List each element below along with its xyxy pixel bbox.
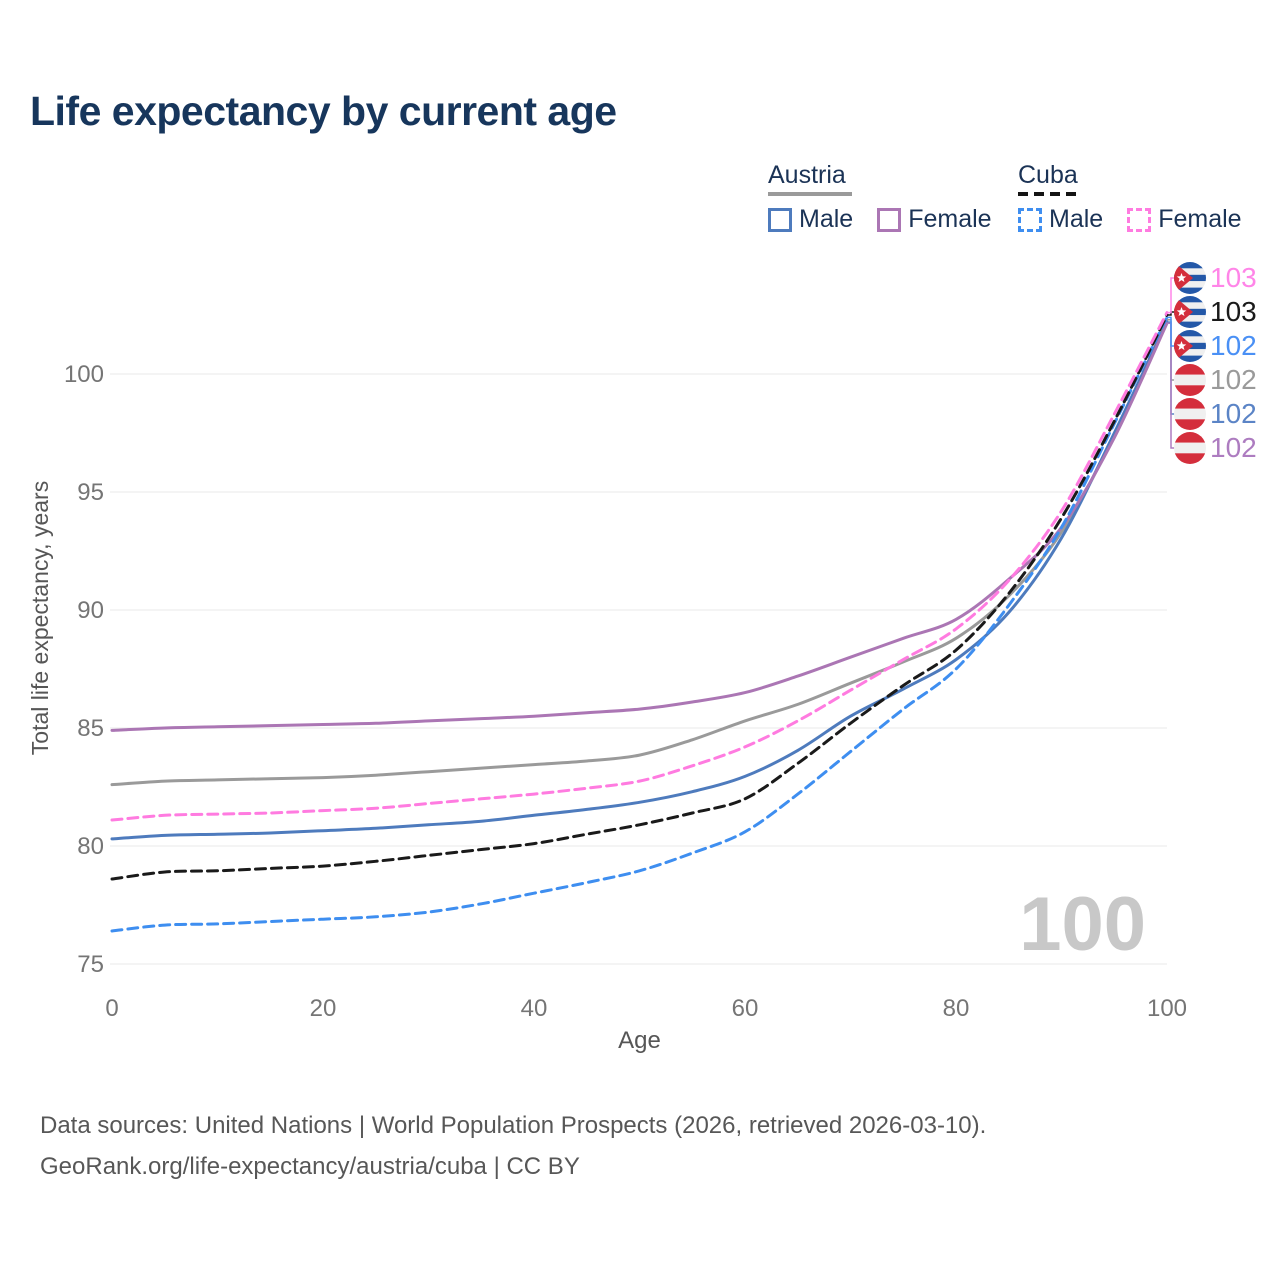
legend-label-cuba-female: Female <box>1158 205 1242 233</box>
y-tick-label-75: 75 <box>77 951 104 978</box>
end-label-austria-male: 102 <box>1210 398 1257 429</box>
end-label-austria-total: 102 <box>1210 364 1257 395</box>
series-line-cuba-total[interactable] <box>110 313 1169 881</box>
legend-label-austria-male: Male <box>799 205 854 233</box>
series-line-austria-male[interactable] <box>110 320 1169 841</box>
series-line-austria-total[interactable] <box>110 318 1169 787</box>
cuba-flag-icon <box>1174 330 1206 362</box>
x-tick-label-40: 40 <box>521 995 548 1022</box>
x-tick-label-60: 60 <box>732 995 759 1022</box>
austria-female-swatch-icon <box>877 207 902 232</box>
y-tick-label-85: 85 <box>77 715 104 742</box>
end-label-connector-cuba-female <box>1167 277 1175 314</box>
cuba-female-swatch-icon <box>1127 207 1152 232</box>
x-tick-label-100: 100 <box>1147 995 1187 1022</box>
legend-group-austria: Austria Male Female <box>768 163 992 234</box>
legend-label-austria-female: Female <box>908 205 992 233</box>
end-label-connector-cuba-total <box>1167 311 1175 316</box>
x-axis-title: Age <box>618 1027 661 1054</box>
series-line-cuba-female[interactable] <box>110 311 1169 822</box>
series-line-austria-female[interactable] <box>110 321 1169 732</box>
cuba-male-swatch-icon <box>1018 207 1042 232</box>
x-tick-label-80: 80 <box>943 995 970 1022</box>
legend-item-cuba-female[interactable]: Female <box>1127 205 1242 234</box>
austria-flag-icon <box>1174 432 1206 464</box>
end-label-connector-cuba-male <box>1167 316 1175 347</box>
cuba-flag-icon <box>1174 296 1206 328</box>
footer-url: GeoRank.org/life-expectancy/austria/cuba… <box>40 1153 580 1180</box>
end-label-connector-austria-female <box>1167 322 1175 449</box>
x-tick-label-0: 0 <box>105 995 118 1022</box>
legend-group-cuba: Cuba Male Female <box>1018 163 1242 234</box>
x-tick-label-20: 20 <box>310 995 337 1022</box>
end-label-austria-female: 102 <box>1210 432 1257 463</box>
cuba-flag-icon <box>1174 262 1206 294</box>
y-tick-label-100: 100 <box>64 361 104 388</box>
legend-country-austria[interactable]: Austria <box>768 161 846 189</box>
page-title: Life expectancy by current age <box>30 88 617 134</box>
end-label-cuba-male: 102 <box>1210 330 1257 361</box>
legend-item-austria-male[interactable]: Male <box>768 205 853 234</box>
footer: Data sources: United Nations | World Pop… <box>40 1105 986 1187</box>
austria-flag-icon <box>1174 364 1206 396</box>
cuba-line-style-swatch <box>1018 192 1082 196</box>
austria-line-style-swatch <box>768 192 852 196</box>
end-label-cuba-female: 103 <box>1210 262 1257 293</box>
austria-male-swatch-icon <box>768 207 792 232</box>
y-tick-label-80: 80 <box>77 833 104 860</box>
legend-label-cuba-male: Male <box>1049 205 1104 233</box>
end-label-cuba-total: 103 <box>1210 296 1257 327</box>
legend-country-cuba[interactable]: Cuba <box>1018 161 1078 189</box>
y-axis-title: Total life expectancy, years <box>27 481 53 755</box>
footer-sources: Data sources: United Nations | World Pop… <box>40 1112 987 1139</box>
hover-age-watermark: 100 <box>1019 882 1146 967</box>
series-line-cuba-male[interactable] <box>110 315 1169 933</box>
y-tick-label-90: 90 <box>77 597 104 624</box>
y-tick-label-95: 95 <box>77 479 104 506</box>
austria-flag-icon <box>1174 398 1206 430</box>
legend-item-cuba-male[interactable]: Male <box>1018 205 1103 234</box>
legend-item-austria-female[interactable]: Female <box>877 205 992 234</box>
